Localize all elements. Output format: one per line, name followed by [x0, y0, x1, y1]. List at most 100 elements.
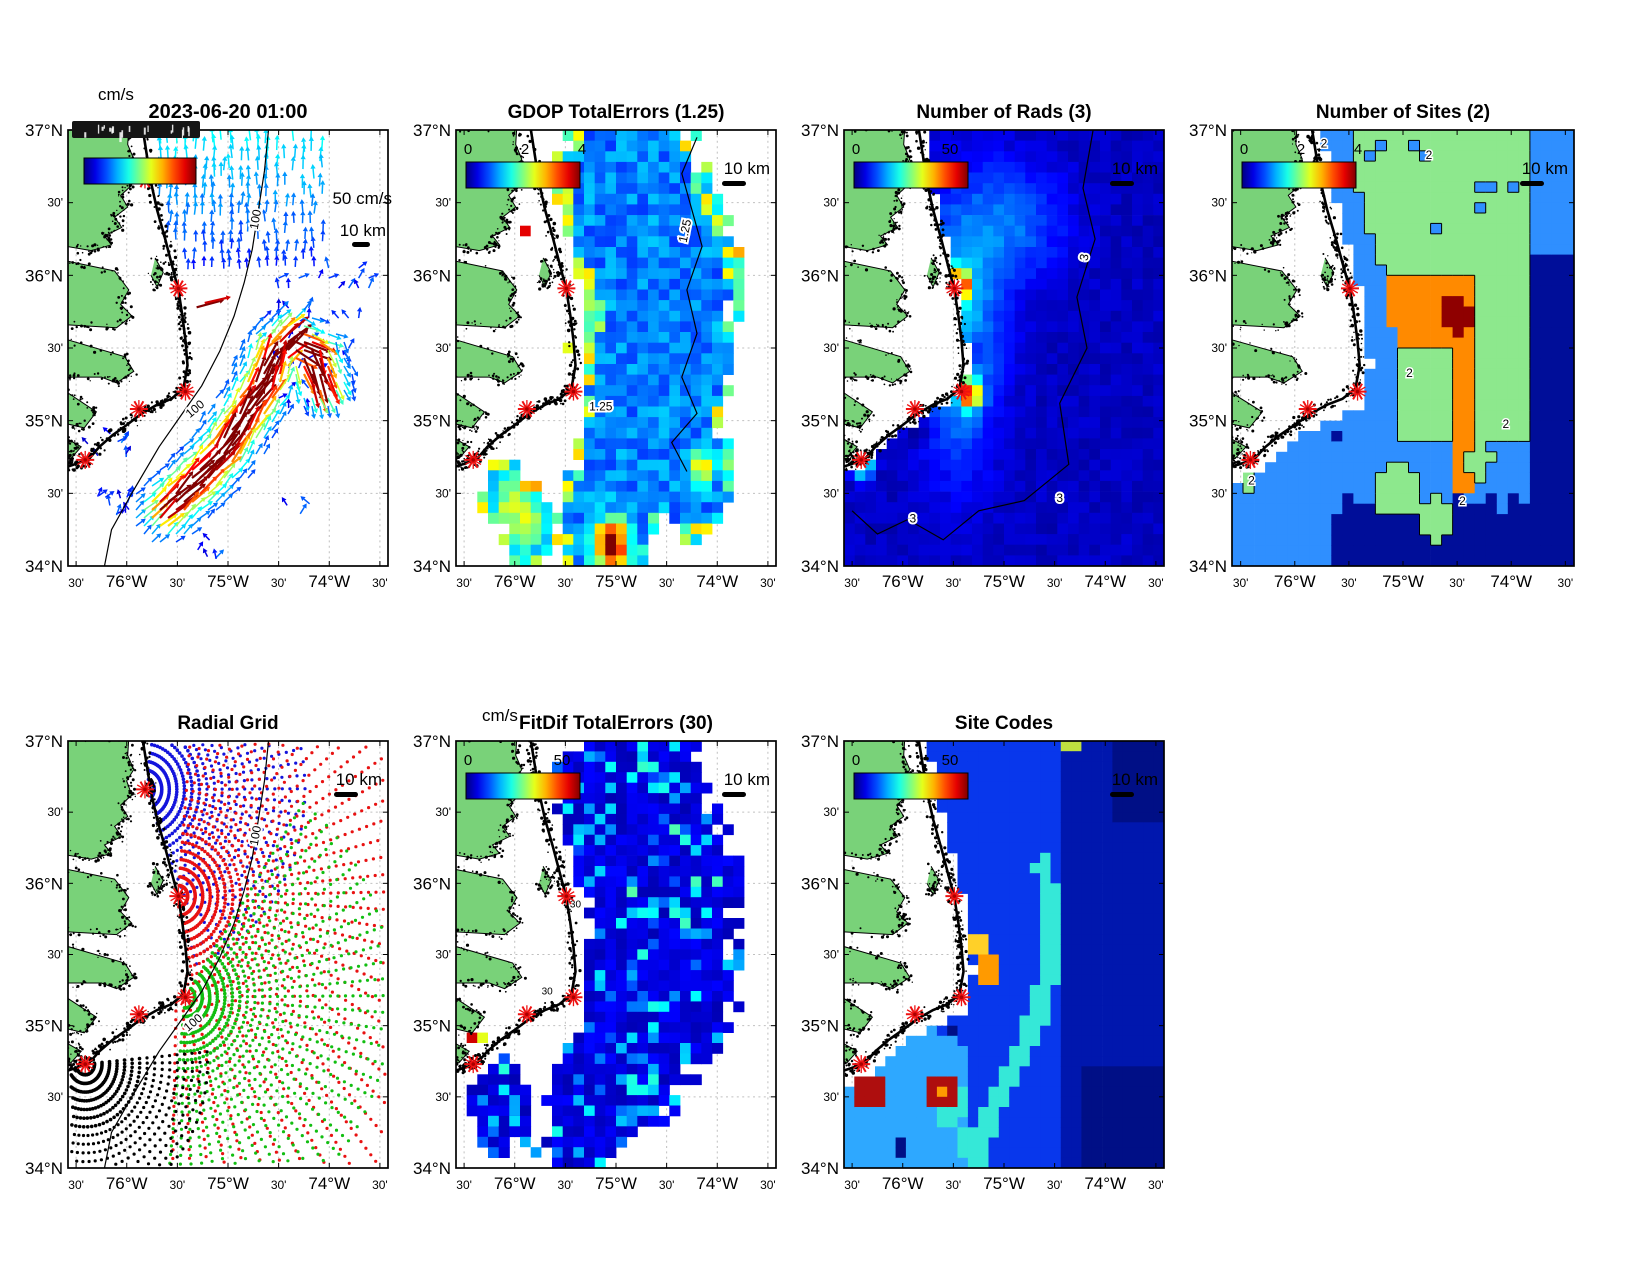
lat-tick-label: 30'	[435, 486, 451, 500]
lat-tick-label: 30'	[435, 196, 451, 210]
scale-bar	[1520, 181, 1544, 186]
lon-tick-label: 30'	[1148, 576, 1164, 590]
lon-tick-label: 30'	[1558, 576, 1574, 590]
colorbar: 0 2 4	[464, 141, 586, 189]
sites-count-cells	[1232, 130, 1574, 566]
lon-tick-label: 75°W	[983, 572, 1025, 591]
colorbar: 0 50	[852, 752, 969, 800]
coastline-speckles	[844, 130, 970, 474]
lat-tick-label: 30'	[1211, 196, 1227, 210]
contour-line	[851, 130, 1096, 541]
lat-tick-label: 30'	[435, 1090, 451, 1104]
distance-scale-label: 10 km	[724, 159, 770, 178]
lon-tick-label: 76°W	[494, 572, 536, 591]
contour-label: 30	[542, 986, 554, 997]
lat-tick-label: 37°N	[25, 732, 63, 751]
map-content: 2 2 2 2 2 2	[1232, 130, 1574, 566]
lon-tick-label: 30'	[1047, 1178, 1063, 1192]
lat-tick-label: 30'	[435, 948, 451, 962]
lat-tick-label: 35°N	[413, 412, 451, 431]
contour-label: 100	[247, 208, 264, 230]
lon-tick-label: 74°W	[696, 572, 738, 591]
radar-site-marker	[464, 450, 483, 469]
lat-tick-label: 30'	[823, 805, 839, 819]
lat-tick-label: 30'	[435, 341, 451, 355]
lon-tick-label: 76°W	[882, 572, 924, 591]
lon-tick-label: 30'	[946, 576, 962, 590]
contour-line	[103, 741, 270, 1168]
radar-site-marker	[76, 1055, 95, 1074]
lon-tick-label: 30'	[1449, 576, 1465, 590]
contour-steps	[1242, 130, 1531, 546]
lon-tick-label: 75°W	[595, 1174, 637, 1193]
radar-site-marker	[1348, 382, 1367, 401]
map-scale: 50 cm/s 10 km	[332, 189, 392, 247]
colorbar-gradient	[465, 161, 581, 189]
lat-tick-label: 37°N	[25, 121, 63, 140]
lat-tick-label: 36°N	[413, 266, 451, 285]
panel-sitecodes: 37°N 30' 36°N 30' 35°N 30' 34°N 30' 76°W 30' 75°W 3…	[801, 713, 1165, 1193]
map-scale: 10 km	[1110, 770, 1158, 797]
colorbar-tick: 0	[1240, 141, 1248, 158]
axis-labels: 37°N 30' 36°N 30' 35°N 30' 34°N 30' 76°W 30' 75°W 3…	[25, 732, 388, 1193]
lon-tick-label: 75°W	[207, 1174, 249, 1193]
radar-site-marker	[1298, 400, 1317, 419]
scale-bar	[722, 792, 746, 797]
lon-tick-label: 30'	[170, 576, 186, 590]
radar-site-marker	[76, 450, 95, 469]
scale-bar	[722, 181, 746, 186]
lat-tick-label: 30'	[823, 948, 839, 962]
lon-tick-label: 30'	[760, 576, 776, 590]
lon-tick-label: 30'	[558, 1178, 574, 1192]
colorbar-tick: 2	[1297, 141, 1305, 158]
contour-label: 3	[910, 511, 917, 525]
lon-tick-label: 75°W	[983, 1174, 1025, 1193]
lat-tick-label: 36°N	[413, 874, 451, 893]
panel-fitdif: 30 30 37°N 30' 36°N 30' 35°N 30' 34°N 30' 76°W 30' 7…	[413, 706, 777, 1193]
radar-site-marker	[852, 450, 871, 469]
lon-tick-label: 30'	[659, 576, 675, 590]
barrier-islands	[844, 130, 965, 468]
site-code-cells	[844, 741, 1164, 1168]
lat-tick-label: 30'	[823, 486, 839, 500]
colorbar-gradient	[853, 161, 969, 189]
colorbar: 0 50	[852, 141, 969, 189]
radar-site-marker	[1241, 450, 1260, 469]
radar-site-marker	[557, 887, 576, 906]
radar-site-marker	[464, 1055, 483, 1074]
radar-site-marker	[176, 382, 195, 401]
lat-tick-label: 35°N	[25, 412, 63, 431]
lat-tick-label: 37°N	[801, 121, 839, 140]
lat-tick-label: 35°N	[1189, 412, 1227, 431]
colorbar-tick: 50	[942, 141, 959, 158]
scale-bar	[334, 792, 358, 797]
lat-tick-label: 30'	[823, 196, 839, 210]
land-mass	[456, 130, 582, 471]
lon-tick-label: 30'	[372, 576, 388, 590]
lon-tick-label: 74°W	[1084, 572, 1126, 591]
lat-tick-label: 35°N	[413, 1017, 451, 1036]
lat-tick-label: 30'	[1211, 341, 1227, 355]
colorbar-ticks-garbled	[72, 121, 200, 138]
lon-tick-label: 30'	[271, 1178, 287, 1192]
lat-tick-label: 30'	[1211, 486, 1227, 500]
colorbar-tick: 4	[1354, 141, 1362, 158]
radial-grid-dots	[69, 742, 387, 1167]
lon-tick-label: 30'	[68, 1178, 84, 1192]
lon-tick-label: 30'	[456, 1178, 472, 1192]
lat-tick-label: 37°N	[413, 121, 451, 140]
lat-tick-label: 36°N	[801, 874, 839, 893]
lat-tick-label: 35°N	[801, 412, 839, 431]
colorbar: 0 2 4	[1240, 141, 1362, 189]
scale-bar	[1110, 792, 1134, 797]
map-scale: 10 km	[1520, 159, 1568, 186]
lat-tick-label: 35°N	[801, 1017, 839, 1036]
colorbar	[72, 121, 200, 185]
lon-tick-label: 76°W	[1274, 572, 1316, 591]
radar-site-marker	[517, 400, 536, 419]
barrier-islands	[68, 130, 189, 468]
lon-tick-label: 76°W	[106, 1174, 148, 1193]
lat-tick-label: 35°N	[25, 1017, 63, 1036]
